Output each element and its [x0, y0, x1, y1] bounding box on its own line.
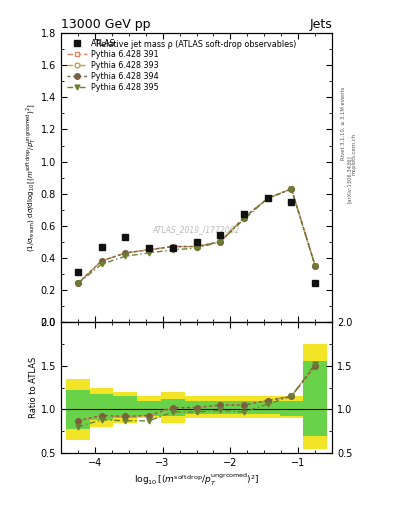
- Pythia 6.428 393: [242, 215, 246, 221]
- ATLAS: [289, 199, 294, 205]
- Pythia 6.428 395: [171, 247, 175, 253]
- Pythia 6.428 391: [289, 186, 294, 192]
- Pythia 6.428 391: [99, 258, 104, 264]
- Pythia 6.428 391: [313, 263, 318, 269]
- Pythia 6.428 394: [171, 244, 175, 250]
- Text: 13000 GeV pp: 13000 GeV pp: [61, 18, 151, 31]
- Pythia 6.428 394: [289, 186, 294, 192]
- Text: [arXiv:1306.3436]: [arXiv:1306.3436]: [347, 155, 352, 203]
- ATLAS: [123, 234, 128, 240]
- ATLAS: [265, 196, 270, 202]
- Pythia 6.428 393: [75, 281, 80, 287]
- Y-axis label: $(1/\sigma_{\mathrm{resum}})\ \mathrm{d}\sigma/\mathrm{d}\log_{10}[(m^{\mathrm{s: $(1/\sigma_{\mathrm{resum}})\ \mathrm{d}…: [24, 103, 38, 252]
- Pythia 6.428 391: [242, 215, 246, 221]
- ATLAS: [147, 245, 151, 251]
- Pythia 6.428 395: [242, 216, 246, 222]
- Text: Rivet 3.1.10, ≥ 3.1M events: Rivet 3.1.10, ≥ 3.1M events: [341, 86, 346, 160]
- Text: Relative jet mass ρ (ATLAS soft-drop observables): Relative jet mass ρ (ATLAS soft-drop obs…: [96, 40, 297, 50]
- Pythia 6.428 391: [194, 244, 199, 250]
- ATLAS: [218, 232, 222, 239]
- Line: Pythia 6.428 393: Pythia 6.428 393: [75, 186, 318, 286]
- Y-axis label: Ratio to ATLAS: Ratio to ATLAS: [29, 357, 38, 418]
- ATLAS: [242, 211, 246, 218]
- Text: mcplots.cern.ch: mcplots.cern.ch: [352, 133, 357, 175]
- Pythia 6.428 394: [265, 196, 270, 202]
- Pythia 6.428 395: [99, 261, 104, 267]
- Pythia 6.428 395: [147, 250, 151, 256]
- Line: ATLAS: ATLAS: [75, 196, 318, 286]
- Text: Jets: Jets: [309, 18, 332, 31]
- ATLAS: [75, 269, 80, 275]
- Pythia 6.428 391: [75, 281, 80, 287]
- Pythia 6.428 394: [242, 215, 246, 221]
- Pythia 6.428 395: [289, 186, 294, 192]
- Pythia 6.428 393: [289, 186, 294, 192]
- Text: ATLAS_2019_I1772062: ATLAS_2019_I1772062: [153, 225, 240, 234]
- Pythia 6.428 395: [265, 196, 270, 202]
- Pythia 6.428 393: [313, 263, 318, 269]
- Pythia 6.428 395: [218, 239, 222, 245]
- ATLAS: [171, 245, 175, 251]
- Pythia 6.428 391: [171, 244, 175, 250]
- Pythia 6.428 395: [194, 245, 199, 251]
- Pythia 6.428 391: [123, 250, 128, 256]
- Pythia 6.428 394: [147, 247, 151, 253]
- Line: Pythia 6.428 394: Pythia 6.428 394: [75, 186, 318, 286]
- Pythia 6.428 393: [171, 244, 175, 250]
- Pythia 6.428 393: [265, 196, 270, 202]
- Pythia 6.428 394: [194, 244, 199, 250]
- Pythia 6.428 391: [265, 196, 270, 202]
- Pythia 6.428 394: [123, 250, 128, 256]
- X-axis label: $\log_{10}[(m^{\mathrm{soft\,drop}}/p_T^{\mathrm{ungroomed}})^2]$: $\log_{10}[(m^{\mathrm{soft\,drop}}/p_T^…: [134, 472, 259, 488]
- Pythia 6.428 394: [218, 239, 222, 245]
- Pythia 6.428 391: [147, 247, 151, 253]
- Legend: ATLAS, Pythia 6.428 391, Pythia 6.428 393, Pythia 6.428 394, Pythia 6.428 395: ATLAS, Pythia 6.428 391, Pythia 6.428 39…: [64, 36, 161, 94]
- Pythia 6.428 394: [75, 281, 80, 287]
- Pythia 6.428 393: [194, 244, 199, 250]
- Pythia 6.428 395: [313, 263, 318, 269]
- Pythia 6.428 393: [99, 258, 104, 264]
- Pythia 6.428 393: [218, 239, 222, 245]
- Pythia 6.428 391: [218, 239, 222, 245]
- Pythia 6.428 394: [313, 263, 318, 269]
- ATLAS: [313, 281, 318, 287]
- Pythia 6.428 394: [99, 258, 104, 264]
- Line: Pythia 6.428 391: Pythia 6.428 391: [75, 186, 318, 286]
- Pythia 6.428 395: [123, 253, 128, 259]
- ATLAS: [99, 244, 104, 250]
- Pythia 6.428 393: [147, 247, 151, 253]
- Pythia 6.428 393: [123, 250, 128, 256]
- ATLAS: [194, 239, 199, 245]
- Line: Pythia 6.428 395: Pythia 6.428 395: [75, 186, 318, 286]
- Pythia 6.428 395: [75, 281, 80, 287]
